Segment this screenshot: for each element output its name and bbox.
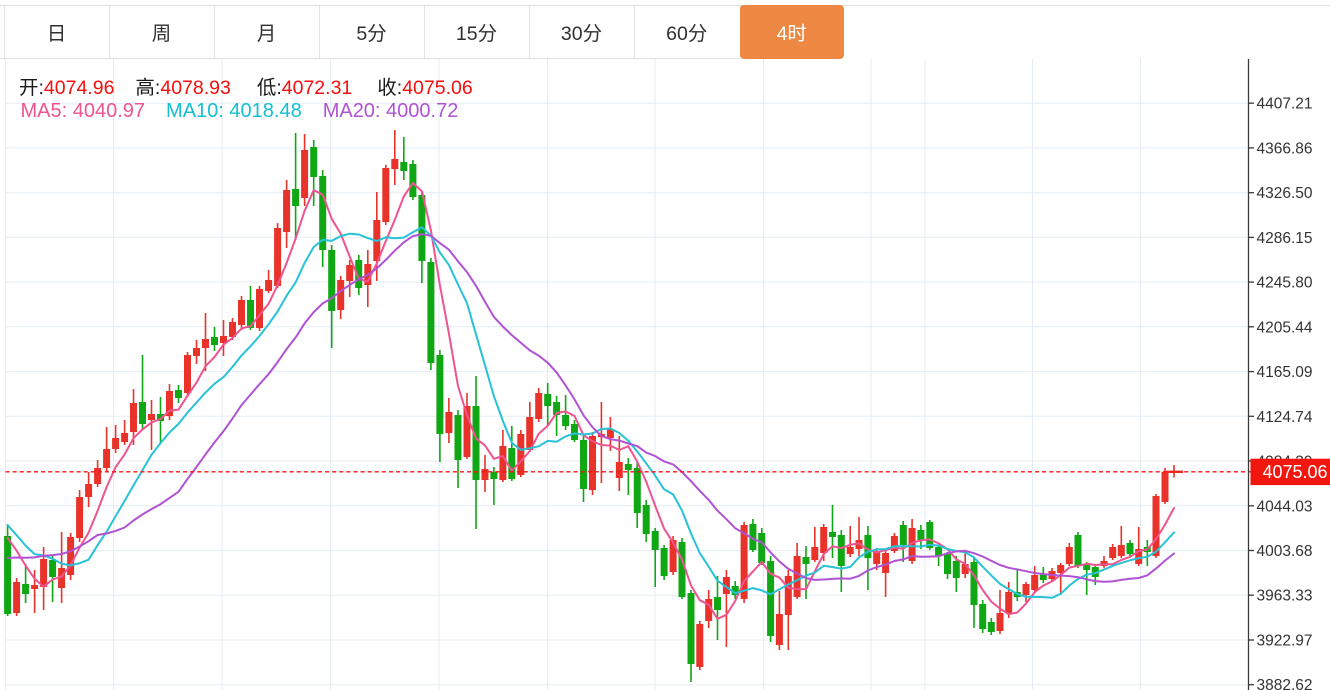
svg-text:3882.62: 3882.62: [1257, 677, 1313, 690]
svg-text:3922.97: 3922.97: [1257, 633, 1313, 650]
svg-text:4286.15: 4286.15: [1257, 230, 1313, 247]
svg-text:4044.03: 4044.03: [1257, 498, 1313, 515]
svg-text:4075.06: 4075.06: [1263, 462, 1328, 482]
svg-text:3963.33: 3963.33: [1257, 588, 1313, 605]
svg-text:4407.21: 4407.21: [1257, 96, 1313, 113]
svg-text:4326.50: 4326.50: [1257, 185, 1313, 202]
svg-text:4003.68: 4003.68: [1257, 543, 1313, 560]
svg-text:4205.44: 4205.44: [1257, 319, 1313, 336]
svg-text:4124.74: 4124.74: [1257, 409, 1313, 426]
svg-text:4366.86: 4366.86: [1257, 140, 1313, 157]
svg-text:4165.09: 4165.09: [1257, 364, 1313, 381]
svg-text:4245.80: 4245.80: [1257, 275, 1313, 292]
